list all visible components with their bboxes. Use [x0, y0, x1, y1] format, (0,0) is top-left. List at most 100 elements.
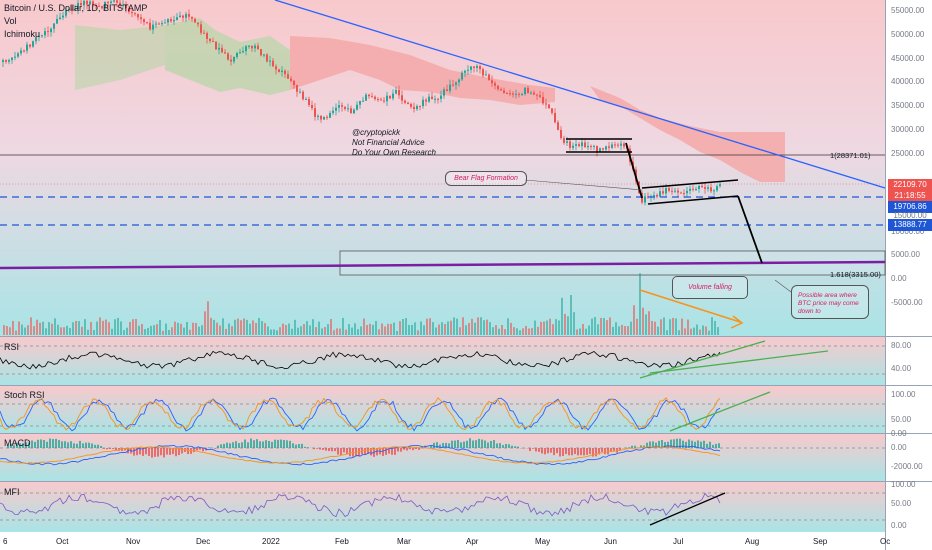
- price-candle: [137, 14, 139, 18]
- macd-histogram-bar: [244, 439, 246, 448]
- price-candle: [116, 0, 118, 3]
- price-candle: [467, 69, 469, 71]
- volume-bar: [48, 322, 50, 335]
- price-candle: [542, 96, 544, 104]
- macd-histogram-bar: [415, 448, 417, 450]
- macd-histogram-bar: [655, 442, 657, 448]
- macd-histogram-bar: [304, 446, 306, 448]
- volume-bar: [96, 321, 98, 335]
- volume-bar: [699, 329, 701, 335]
- macd-histogram-bar: [280, 439, 282, 448]
- support-19706-tag[interactable]: 19706.86: [888, 201, 932, 213]
- volume-bar: [570, 295, 572, 335]
- price-candle: [224, 52, 226, 54]
- time-axis-tick-label: Sep: [813, 537, 828, 546]
- price-candle: [272, 60, 274, 67]
- macd-histogram-bar: [16, 442, 18, 448]
- volume-bar: [252, 320, 254, 335]
- price-candle: [425, 99, 427, 102]
- volume-bar: [711, 317, 713, 335]
- volume-bar: [306, 321, 308, 335]
- macd-histogram-bar: [577, 448, 579, 456]
- volume-bar: [360, 326, 362, 335]
- countdown-tag[interactable]: 21:18:55: [888, 190, 932, 202]
- macd-histogram-bar: [202, 448, 204, 452]
- indicator-vol-label[interactable]: Vol: [4, 16, 17, 26]
- volume-bar: [531, 328, 533, 335]
- macd-histogram-bar: [511, 445, 513, 448]
- price-candle: [323, 116, 325, 120]
- macd-histogram-bar: [400, 448, 402, 452]
- price-candle: [101, 6, 103, 9]
- stoch-rsi-pane-label[interactable]: Stoch RSI: [4, 390, 45, 400]
- support-13888-tag[interactable]: 13888.77: [888, 219, 932, 231]
- stoch-axis-tick-label: 0.00: [891, 429, 907, 438]
- macd-histogram-bar: [349, 448, 351, 457]
- macd-histogram-bar: [457, 439, 459, 448]
- price-candle: [407, 102, 409, 104]
- volume-bar: [330, 319, 332, 335]
- rsi-pane-label[interactable]: RSI: [4, 342, 20, 352]
- volume-bar: [270, 329, 272, 335]
- disclaimer-line-1: Not Financial Advice: [352, 138, 425, 147]
- price-candle: [596, 145, 598, 152]
- macd-histogram-bar: [673, 439, 675, 448]
- macd-histogram-bar: [559, 448, 561, 457]
- volume-bar: [279, 327, 281, 335]
- price-candle: [608, 146, 610, 148]
- price-candle: [311, 105, 313, 109]
- price-axis-tick-label: 40000.00: [891, 77, 925, 86]
- price-candle: [146, 22, 148, 24]
- price-candle: [41, 35, 43, 37]
- price-candle: [665, 187, 667, 194]
- bear-flag-callout[interactable]: Bear Flag Formation: [445, 171, 527, 186]
- mfi-pane-label[interactable]: MFI: [4, 487, 20, 497]
- symbol-title[interactable]: Bitcoin / U.S. Dollar, 1D, BITSTAMP: [4, 3, 148, 13]
- price-candle: [413, 106, 415, 110]
- volume-bar: [456, 318, 458, 335]
- volume-bar: [150, 325, 152, 335]
- price-candle: [179, 15, 181, 18]
- volume-bar: [345, 329, 347, 335]
- macd-histogram-bar: [139, 448, 141, 455]
- volume-bar: [675, 318, 677, 335]
- price-candle: [26, 44, 28, 51]
- macd-pane-label[interactable]: MACD: [4, 438, 31, 448]
- price-candle: [686, 190, 688, 194]
- price-candle: [17, 53, 19, 57]
- volume-bar: [441, 322, 443, 335]
- macd-histogram-bar: [667, 441, 669, 448]
- volume-bar: [516, 328, 518, 335]
- macd-histogram-bar: [466, 440, 468, 448]
- price-candle: [329, 112, 331, 118]
- price-candle: [548, 104, 550, 109]
- volume-bar: [273, 329, 275, 335]
- macd-histogram-bar: [85, 442, 87, 448]
- volume-bar: [426, 318, 428, 335]
- possible-area-callout[interactable]: Possible area where BTC price may come d…: [791, 285, 869, 319]
- volume-bar: [54, 318, 56, 335]
- price-axis-bg[interactable]: [885, 0, 932, 550]
- price-axis-tick-label: 5000.00: [891, 250, 920, 259]
- macd-histogram-bar: [589, 448, 591, 455]
- macd-histogram-bar: [391, 448, 393, 455]
- volume-bar: [174, 321, 176, 335]
- macd-histogram-bar: [151, 448, 153, 458]
- price-candle: [77, 2, 79, 10]
- price-candle: [698, 185, 700, 190]
- volume-bar: [507, 318, 509, 335]
- volume-bar: [474, 322, 476, 335]
- indicator-ichimoku-label[interactable]: Ichimoku: [4, 29, 41, 39]
- volume-bar: [36, 319, 38, 335]
- volume-bar: [558, 320, 560, 335]
- time-axis-bg[interactable]: [0, 532, 885, 550]
- volume-falling-callout[interactable]: Volume falling: [672, 276, 748, 299]
- price-candle: [695, 189, 697, 191]
- price-candle: [227, 53, 229, 60]
- current-price-tag[interactable]: 22109.70: [888, 179, 932, 191]
- volume-bar: [660, 319, 662, 335]
- price-candle: [14, 56, 16, 58]
- macd-histogram-bar: [37, 439, 39, 448]
- macd-histogram-bar: [685, 441, 687, 448]
